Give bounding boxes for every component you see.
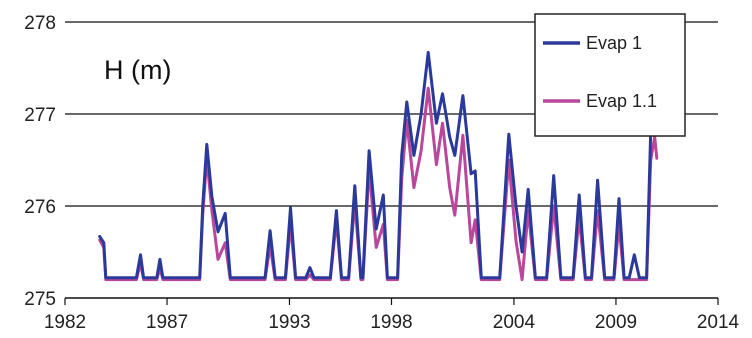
y-tick-label: 278 <box>24 13 56 34</box>
y-tick-label: 275 <box>24 289 56 310</box>
series-line-1 <box>98 50 659 280</box>
y-tick-label: 277 <box>24 105 56 126</box>
legend-box <box>534 13 686 137</box>
chart-annotation: H (m) <box>104 55 171 85</box>
x-ticks <box>64 298 719 305</box>
legend: Evap 1 Evap 1.1 <box>534 13 686 137</box>
legend-label-2: Evap 1.1 <box>586 91 657 111</box>
plot-series <box>98 50 659 282</box>
x-tick-label: 1987 <box>146 312 188 333</box>
x-tick-label: 1982 <box>44 312 86 333</box>
x-tick-label: 1998 <box>370 312 412 333</box>
x-tick-label: 2009 <box>595 312 637 333</box>
x-tick-label: 1993 <box>268 312 310 333</box>
x-tick-label: 2004 <box>493 312 536 333</box>
y-tick-label: 276 <box>24 197 56 218</box>
legend-label-1: Evap 1 <box>586 33 642 53</box>
y-tick-labels: 275 276 277 278 <box>24 13 56 310</box>
x-tick-label: 2014 <box>697 312 740 333</box>
x-tick-labels: 1982 1987 1993 1998 2004 2009 2014 <box>44 312 740 333</box>
